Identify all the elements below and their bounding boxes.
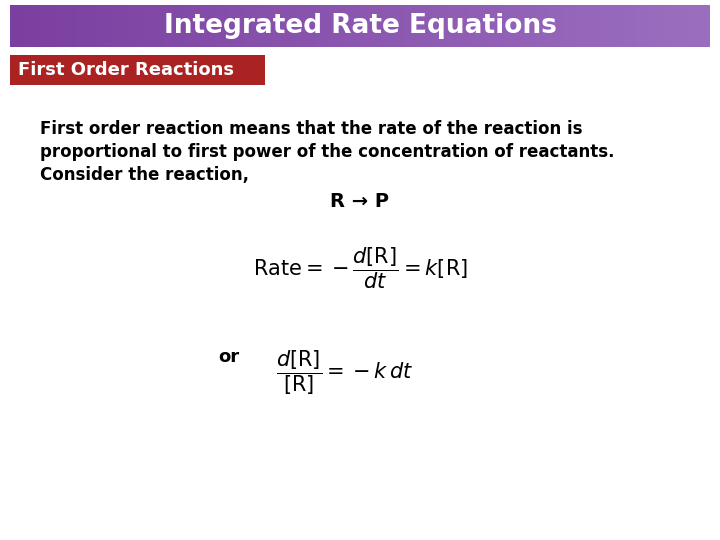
- Text: or: or: [218, 348, 239, 366]
- Text: R → P: R → P: [330, 192, 390, 211]
- Text: Integrated Rate Equations: Integrated Rate Equations: [163, 13, 557, 39]
- Text: First order reaction means that the rate of the reaction is: First order reaction means that the rate…: [40, 120, 582, 138]
- FancyBboxPatch shape: [10, 55, 265, 85]
- Text: Consider the reaction,: Consider the reaction,: [40, 166, 249, 184]
- Text: proportional to first power of the concentration of reactants.: proportional to first power of the conce…: [40, 143, 614, 161]
- Text: $\dfrac{d[\mathrm{R}]}{[\mathrm{R}]} = -k\,dt$: $\dfrac{d[\mathrm{R}]}{[\mathrm{R}]} = -…: [276, 348, 414, 396]
- Text: First Order Reactions: First Order Reactions: [18, 61, 234, 79]
- Text: $\mathrm{Rate} = -\dfrac{d[\mathrm{R}]}{dt} = k[\mathrm{R}]$: $\mathrm{Rate} = -\dfrac{d[\mathrm{R}]}{…: [253, 245, 467, 291]
